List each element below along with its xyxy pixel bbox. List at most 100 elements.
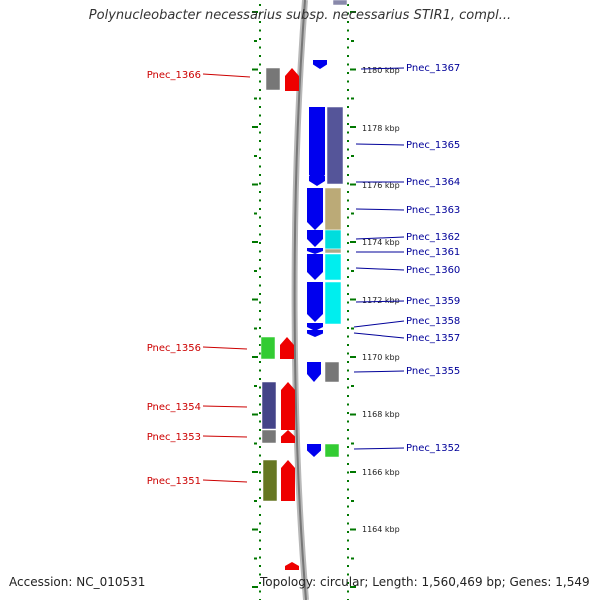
right-guide-dot	[347, 446, 349, 448]
right-gene-label[interactable]: Pnec_1360	[406, 265, 460, 276]
right-guide-dot	[347, 165, 349, 168]
right-guide-dot	[347, 505, 349, 508]
gene-arrow-pnec-1364[interactable]	[309, 176, 325, 186]
right-guide-dot	[347, 590, 349, 593]
right-gene-label[interactable]: Pnec_1359	[406, 296, 460, 307]
gene-box-pnec-1362[interactable]	[324, 229, 342, 250]
gene-arrow-pnec-1360[interactable]	[307, 254, 323, 280]
gene-box-pnec-1366[interactable]	[265, 67, 281, 91]
left-minor-tick	[254, 270, 257, 272]
right-minor-tick	[351, 557, 354, 560]
left-gene-label[interactable]: Pnec_1351	[147, 476, 201, 487]
right-guide-dot	[347, 539, 349, 542]
left-major-tick	[252, 126, 258, 128]
left-guide-dot	[259, 267, 261, 270]
right-guide-dot	[347, 21, 349, 23]
right-guide-dot	[347, 225, 349, 227]
gene-box-pnec-1365[interactable]	[326, 106, 344, 185]
right-gene-label[interactable]: Pnec_1363	[406, 205, 460, 216]
gene-arrow-pnec-1359[interactable]	[307, 282, 323, 322]
gene-features	[260, 0, 348, 570]
left-guide-dot	[259, 310, 261, 312]
gene-box-pnec-1354[interactable]	[261, 381, 277, 430]
left-guide-dot	[259, 386, 261, 389]
scale-label: 1164 kbp	[362, 525, 400, 534]
left-guide-dot	[259, 29, 261, 32]
gene-box-pnec-1363[interactable]	[324, 187, 342, 231]
gene-arrow-pnec-1361[interactable]	[307, 248, 323, 254]
left-guide-dot	[259, 369, 261, 372]
left-guide-dot	[259, 38, 261, 40]
left-guide-dot	[259, 72, 261, 74]
left-major-tick	[252, 356, 258, 358]
right-gene-label[interactable]: Pnec_1358	[406, 316, 460, 327]
right-guide-dot	[347, 318, 349, 321]
left-minor-tick	[254, 327, 257, 330]
gene-box-pnec-1353[interactable]	[261, 429, 277, 444]
right-gene-label[interactable]: Pnec_1362	[406, 232, 460, 243]
gene-arrow-pnec-1367[interactable]	[313, 60, 327, 69]
right-guide-dot	[347, 412, 349, 414]
left-guide-dot	[259, 12, 261, 15]
right-major-tick	[350, 586, 356, 588]
left-minor-tick	[254, 212, 257, 215]
gene-arrow-pnec-1362[interactable]	[307, 230, 323, 247]
right-gene-label[interactable]: Pnec_1357	[406, 333, 460, 344]
right-guide-dot	[347, 72, 349, 74]
gene-arrow-pnec-1352[interactable]	[307, 444, 321, 457]
right-guide-dot	[347, 259, 349, 261]
gene-arrow-pnec-1358[interactable]	[307, 323, 323, 331]
right-gene-labels: Pnec_1367 Pnec_1365 Pnec_1364 Pnec_1363 Pnec…	[353, 63, 460, 454]
right-label-leader-line	[355, 143, 405, 146]
left-gene-label[interactable]: Pnec_1366	[147, 70, 201, 81]
right-guide-dot	[347, 403, 349, 406]
right-major-tick	[350, 126, 356, 128]
gene-arrow-pnec-1351[interactable]	[281, 460, 295, 501]
right-gene-label[interactable]: Pnec_1367	[406, 63, 460, 74]
right-guide-dot	[347, 276, 349, 278]
gene-arrow-pnec-1355[interactable]	[307, 362, 321, 382]
gene-box-pnec-1352[interactable]	[324, 443, 340, 458]
left-guide-dot	[259, 446, 261, 448]
left-guide-dot	[259, 531, 261, 533]
gene-box-pnec-1356[interactable]	[260, 336, 276, 360]
gene-box-pnec-1351[interactable]	[262, 459, 278, 502]
left-major-tick	[252, 241, 258, 243]
left-guide-dot	[259, 242, 261, 244]
left-guide-dot	[259, 352, 261, 355]
gene-arrow-pnec-1356[interactable]	[280, 337, 294, 359]
right-label-leader-line	[355, 208, 405, 211]
gene-arrow-pnec-1357[interactable]	[307, 330, 323, 337]
gene-arrow-pnec-1353[interactable]	[281, 430, 295, 443]
gene-box-pnec-1355[interactable]	[324, 361, 340, 383]
right-minor-tick	[351, 442, 354, 445]
gene-arrow-pnec-1363[interactable]	[307, 188, 323, 230]
right-minor-tick	[351, 155, 354, 157]
gene-box-pnec-1361[interactable]	[324, 248, 342, 254]
gene-box-top-offscreen[interactable]	[332, 0, 348, 6]
gene-box-pnec-1359[interactable]	[324, 281, 342, 325]
right-gene-label[interactable]: Pnec_1361	[406, 247, 460, 258]
right-gene-label[interactable]: Pnec_1364	[406, 177, 460, 188]
left-minor-tick	[254, 500, 257, 502]
left-guide-dot	[259, 497, 261, 499]
gene-arrow-pnec-1354[interactable]	[281, 382, 295, 430]
left-major-tick	[252, 413, 258, 416]
right-gene-label[interactable]: Pnec_1352	[406, 443, 460, 454]
scale-label: 1180 kbp	[362, 66, 400, 75]
left-gene-label[interactable]: Pnec_1354	[147, 402, 201, 413]
gene-box-pnec-1360[interactable]	[324, 253, 342, 281]
right-gene-label[interactable]: Pnec_1365	[406, 140, 460, 151]
left-guide-dot	[259, 276, 261, 278]
right-gene-label[interactable]: Pnec_1355	[406, 366, 460, 377]
right-guide-dot	[347, 420, 349, 423]
left-guide-dot	[259, 293, 261, 295]
gene-arrow-bottom[interactable]	[285, 562, 299, 570]
right-guide-dot	[347, 250, 349, 253]
left-gene-label[interactable]: Pnec_1356	[147, 343, 201, 354]
left-guide-dot	[259, 437, 261, 440]
right-guide-dot	[347, 131, 349, 134]
gene-arrow-pnec-1365[interactable]	[309, 107, 325, 183]
left-gene-label[interactable]: Pnec_1353	[147, 432, 201, 443]
gene-arrow-pnec-1366[interactable]	[285, 68, 299, 91]
